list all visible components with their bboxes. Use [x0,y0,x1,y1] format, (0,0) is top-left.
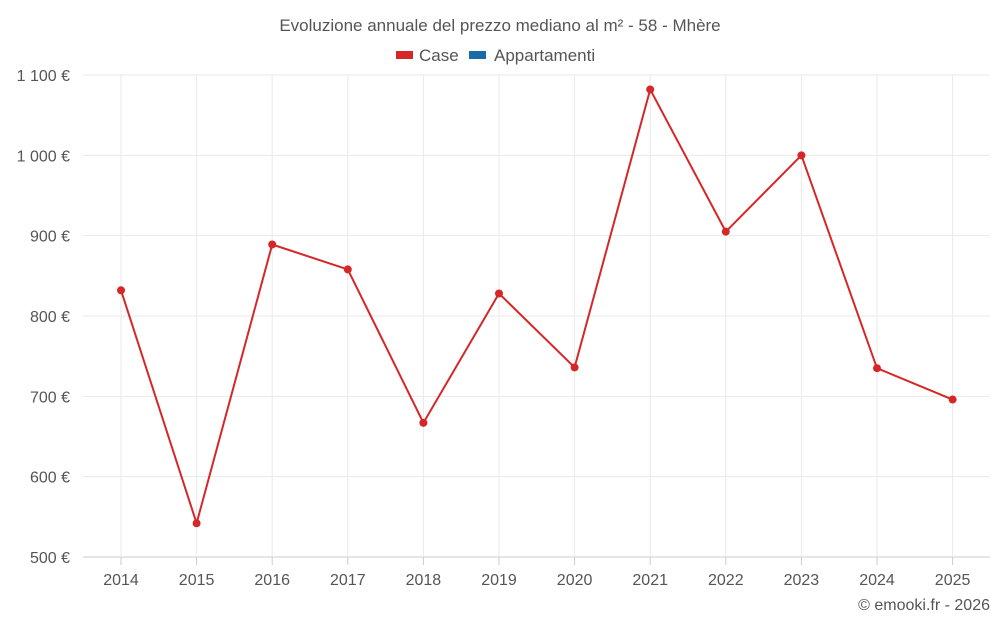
x-tick-label: 2023 [784,572,820,589]
data-point[interactable] [117,286,125,295]
x-tick-label: 2019 [481,572,517,589]
y-tick-label: 700 € [30,389,70,406]
data-point[interactable] [873,364,881,373]
x-tick-label: 2014 [103,572,139,589]
y-tick-label: 1 000 € [17,148,70,165]
series-line [120,88,953,525]
x-tick-label: 2021 [632,572,668,589]
y-tick-label: 1 100 € [17,68,70,85]
legend-swatch-case [396,51,413,59]
data-point[interactable] [646,85,655,94]
x-tick-label: 2022 [708,572,744,589]
x-tick-label: 2020 [557,572,593,589]
data-point[interactable] [192,519,201,528]
y-tick-label: 900 € [30,229,70,246]
x-tick-label: 2024 [859,572,895,589]
x-axis: 2014 2015 2016 2017 2018 2019 2020 2021 2022 2023… [103,557,970,589]
data-point[interactable] [343,265,352,274]
data-point[interactable] [948,395,957,404]
y-tick-label: 800 € [30,309,70,326]
data-point[interactable] [570,363,579,372]
x-tick-label: 2015 [179,572,215,589]
y-gridlines [83,74,990,558]
y-tick-label: 600 € [30,470,70,487]
data-point[interactable] [495,289,503,298]
legend-label-case[interactable]: Case [419,46,459,65]
data-point[interactable] [797,151,806,160]
y-tick-label: 500 € [30,550,70,567]
data-point[interactable] [268,240,277,249]
legend-label-appartamenti[interactable]: Appartamenti [494,46,595,65]
x-tick-label: 2018 [406,572,442,589]
data-point[interactable] [721,227,730,236]
x-tick-label: 2017 [330,572,366,589]
y-axis: 500 € 600 € 700 € 800 € 900 € 1 000 € 1 100 € [17,68,70,567]
chart-title: Evoluzione annuale del prezzo mediano al… [279,16,720,35]
legend: Case Appartamenti [396,46,595,65]
data-point[interactable] [419,418,428,427]
x-gridlines [120,75,954,557]
x-tick-label: 2016 [254,572,290,589]
x-tick-label: 2025 [935,572,971,589]
legend-swatch-appartamenti [469,51,486,59]
credit-text: © emooki.fr - 2026 [858,597,990,614]
series-case [117,85,957,528]
